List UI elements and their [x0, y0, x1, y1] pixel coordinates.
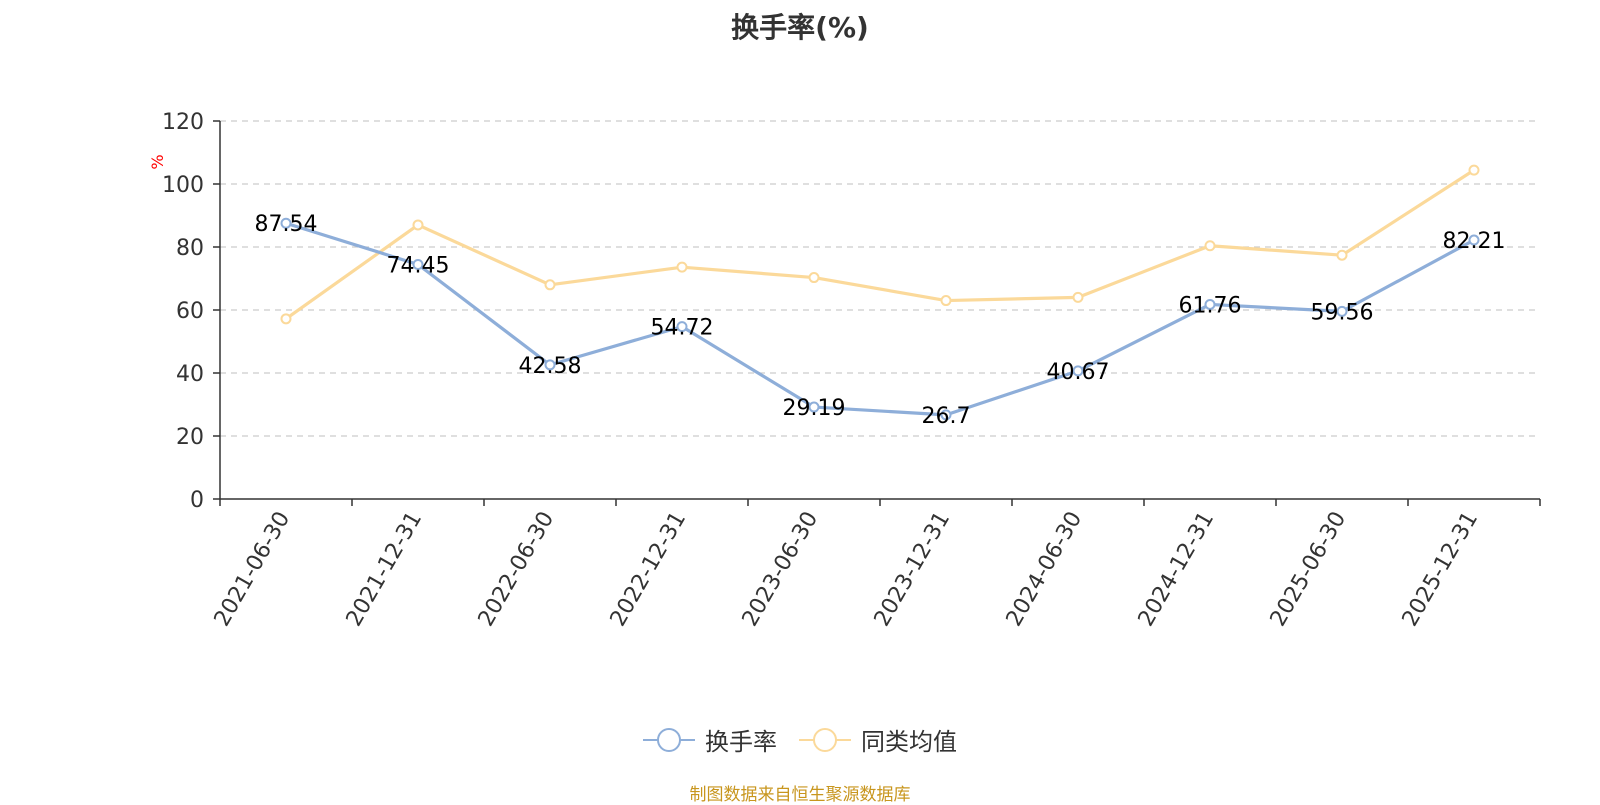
data-label-0: 87.54: [255, 212, 318, 237]
data-label-5: 26.7: [922, 404, 971, 429]
series-lines: [280, 164, 1480, 421]
series-line-0: [284, 221, 1476, 417]
y-tick-label-80: 80: [176, 236, 204, 261]
series-0-point-6: [1072, 365, 1084, 377]
legend-turnover-icon: [643, 727, 695, 753]
series-0-point-5: [940, 409, 952, 421]
series-0-point-2: [544, 359, 556, 371]
x-tick-label-2025-12-31: 2025-12-31: [1398, 508, 1484, 631]
x-tick-label-2022-06-30: 2022-06-30: [474, 508, 560, 631]
series-0-point-3: [676, 321, 688, 333]
series-1-point-4: [808, 272, 820, 284]
chart-title: 换手率(%): [731, 11, 869, 44]
source-note: 制图数据来自恒生聚源数据库: [689, 785, 911, 805]
y-tick-label-120: 120: [162, 110, 204, 135]
data-label-6: 40.67: [1047, 360, 1110, 385]
x-tick-label-2023-06-30: 2023-06-30: [738, 508, 824, 631]
y-axis-label: %: [148, 154, 167, 169]
series-1-point-5: [940, 295, 952, 307]
series-1-point-7: [1204, 240, 1216, 252]
legend: 换手率 同类均值: [0, 722, 1600, 757]
series-1-point-0: [280, 313, 292, 325]
x-tick-label-2022-12-31: 2022-12-31: [606, 508, 692, 631]
legend-item-peer-average[interactable]: 同类均值: [799, 722, 957, 757]
x-tick-label-2021-06-30: 2021-06-30: [210, 508, 296, 631]
x-tick-label-2021-12-31: 2021-12-31: [342, 508, 428, 631]
series-0-point-1: [412, 258, 424, 270]
legend-item-turnover[interactable]: 换手率: [643, 722, 777, 757]
x-tick-label-2025-06-30: 2025-06-30: [1266, 508, 1352, 631]
y-tick-label-60: 60: [176, 299, 204, 324]
x-tick-label-2024-06-30: 2024-06-30: [1002, 508, 1088, 631]
series-1-point-8: [1336, 249, 1348, 261]
series-1-point-1: [412, 219, 424, 231]
legend-turnover-label: 换手率: [705, 728, 777, 756]
data-label-8: 59.56: [1311, 300, 1374, 325]
series-1-point-2: [544, 279, 556, 291]
data-label-3: 54.72: [651, 316, 714, 341]
series-0-point-4: [808, 401, 820, 413]
data-label-7: 61.76: [1179, 293, 1242, 318]
legend-peer-average-icon: [799, 727, 851, 753]
data-label-1: 74.45: [387, 253, 450, 278]
y-tick-label-0: 0: [190, 488, 204, 513]
series-0-point-0: [280, 217, 292, 229]
y-tick-label-20: 20: [176, 425, 204, 450]
series-1-point-9: [1468, 164, 1480, 176]
y-tick-label-100: 100: [162, 173, 204, 198]
data-label-4: 29.19: [783, 396, 846, 421]
data-labels: 87.54 74.45 42.58 54.72 29.19 26.7 40.67 61.76 5…: [255, 212, 1506, 429]
series-line-1: [284, 168, 1476, 321]
x-tick-label-2023-12-31: 2023-12-31: [870, 508, 956, 631]
series-1-point-3: [676, 261, 688, 273]
series-0-point-9: [1468, 234, 1480, 246]
legend-peer-average-label: 同类均值: [861, 728, 957, 756]
series-0-point-7: [1204, 298, 1216, 310]
grid-lines: [220, 120, 1540, 437]
data-label-9: 82.21: [1443, 229, 1506, 254]
series-0-point-8: [1336, 305, 1348, 317]
data-label-2: 42.58: [519, 354, 582, 379]
axes: 0 20 40 60 80 100 120% 2021-06-30 2021-12-31 2022…: [148, 110, 1541, 631]
series-1-point-6: [1072, 291, 1084, 303]
y-tick-label-40: 40: [176, 362, 204, 387]
x-tick-label-2024-12-31: 2024-12-31: [1134, 508, 1220, 631]
